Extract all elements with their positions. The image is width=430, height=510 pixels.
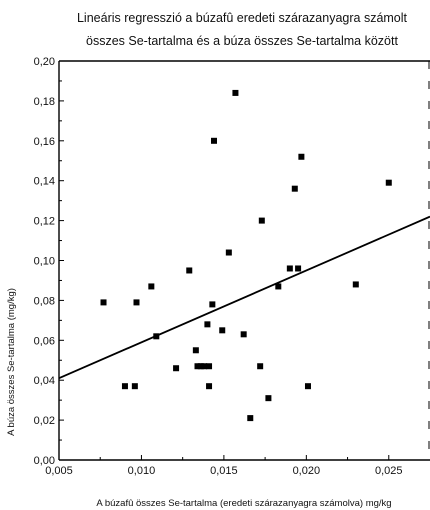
x-tick-label: 0,015 xyxy=(210,465,238,477)
data-point xyxy=(197,363,204,370)
data-point xyxy=(192,347,199,354)
axes: 0,00 0,02 0,04 0,06 0,08 0,10 0,12 0,14 0,16 0,18… xyxy=(34,56,430,477)
data-point xyxy=(148,283,155,290)
data-point xyxy=(133,299,140,306)
chart-title-line-1: Lineáris regresszió a búzafû eredeti szá… xyxy=(77,11,408,25)
data-point xyxy=(121,383,128,390)
x-tick-label: 0,020 xyxy=(293,465,321,477)
data-point xyxy=(209,301,216,308)
data-point xyxy=(204,321,211,328)
y-tick-label: 0,02 xyxy=(34,415,55,427)
data-point xyxy=(173,365,180,372)
y-tick-label: 0,14 xyxy=(34,176,55,188)
data-point xyxy=(232,89,239,96)
y-tick-label: 0,20 xyxy=(34,56,55,68)
data-point xyxy=(201,363,208,370)
data-point xyxy=(275,283,282,290)
data-point xyxy=(385,179,392,186)
data-point xyxy=(291,185,298,192)
chart-title-line-2: összes Se-tartalma és a búza összes Se-t… xyxy=(86,34,398,48)
data-point xyxy=(206,383,213,390)
x-tick-label: 0,005 xyxy=(45,465,73,477)
y-tick-label: 0,12 xyxy=(34,216,55,228)
data-point xyxy=(286,265,293,272)
x-tick-label: 0,025 xyxy=(375,465,403,477)
y-tick-label: 0,18 xyxy=(34,96,55,108)
data-point xyxy=(186,267,193,274)
data-point xyxy=(240,331,247,338)
data-point xyxy=(295,265,302,272)
data-point xyxy=(352,281,359,288)
y-tick-label: 0,00 xyxy=(34,455,55,467)
data-points xyxy=(100,89,392,422)
data-point xyxy=(100,299,107,306)
data-point xyxy=(206,363,213,370)
data-point xyxy=(225,249,232,256)
data-point xyxy=(265,395,272,402)
y-tick-label: 0,06 xyxy=(34,335,55,347)
data-point xyxy=(219,327,226,334)
y-tick-label: 0,04 xyxy=(34,375,55,387)
y-tick-label: 0,16 xyxy=(34,136,55,148)
regression-line-group xyxy=(58,215,430,380)
regression-line xyxy=(58,215,430,380)
data-point xyxy=(210,137,217,144)
data-point xyxy=(257,363,264,370)
x-axis-title: A búzafû összes Se-tartalma (eredeti szá… xyxy=(96,498,391,509)
data-point xyxy=(304,383,311,390)
y-tick-label: 0,10 xyxy=(34,256,55,268)
data-point xyxy=(194,363,201,370)
y-tick-label: 0,08 xyxy=(34,295,55,307)
data-point xyxy=(131,383,138,390)
y-axis-title: A búza összes Se-tartalma (mg/kg) xyxy=(6,288,17,436)
x-tick-label: 0,010 xyxy=(128,465,156,477)
data-point xyxy=(247,415,254,422)
data-point xyxy=(258,217,265,224)
data-point xyxy=(298,153,305,160)
